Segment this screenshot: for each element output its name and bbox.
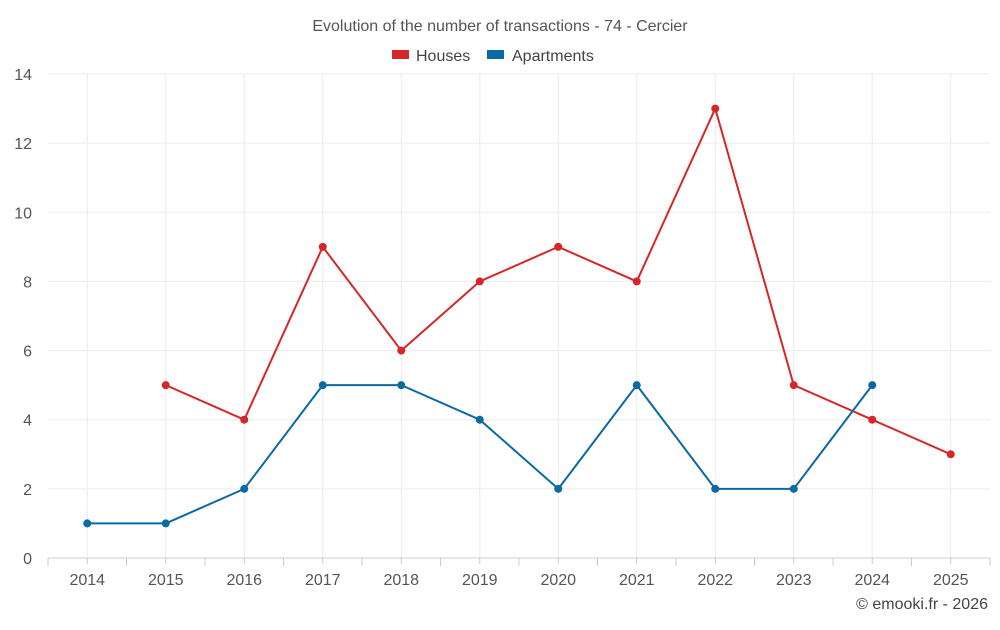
data-point-apartments[interactable] [475,415,484,424]
x-tick-label: 2015 [148,572,184,589]
x-tick-label: 2024 [854,572,890,589]
x-tick-label: 2019 [462,572,498,589]
y-tick-label: 10 [14,205,32,222]
legend-swatch-apartments [487,50,504,59]
series [83,104,955,528]
data-point-houses[interactable] [632,277,641,286]
series-apartments [83,381,877,528]
y-tick-label: 2 [23,482,32,499]
y-tick-label: 12 [14,136,32,153]
data-point-houses[interactable] [554,242,563,251]
credit-text: © emooki.fr - 2026 [856,596,988,613]
legend-swatch-houses [392,50,409,59]
y-tick-label: 8 [23,274,32,291]
x-tick-label: 2021 [619,572,655,589]
data-point-houses[interactable] [946,450,955,459]
y-tick-label: 14 [14,67,32,84]
x-tick-label: 2017 [305,572,341,589]
data-point-houses[interactable] [711,104,720,113]
y-tick-label: 6 [23,344,32,361]
legend-item-apartments[interactable]: Apartments [487,48,594,65]
data-point-houses[interactable] [397,346,406,355]
x-tick-label: 2016 [226,572,262,589]
data-point-apartments[interactable] [711,484,720,493]
data-point-apartments[interactable] [632,381,641,390]
data-point-houses[interactable] [161,381,170,390]
grid [48,73,990,558]
data-point-houses[interactable] [318,242,327,251]
axes: 0 2 4 6 8 10 12 14 2014 2015 2016 2017 2018 2019 2020 2… [14,67,991,589]
legend: Houses Apartments [392,48,594,65]
legend-item-houses[interactable]: Houses [392,48,470,65]
x-tick-label: 2023 [776,572,812,589]
data-point-houses[interactable] [240,415,249,424]
data-point-apartments[interactable] [397,381,406,390]
y-tick-label: 4 [23,413,32,430]
data-point-apartments[interactable] [554,484,563,493]
x-tick-label: 2018 [383,572,419,589]
series-houses [161,104,955,459]
data-point-apartments[interactable] [868,381,877,390]
x-tick-label: 2025 [933,572,969,589]
data-point-apartments[interactable] [318,381,327,390]
x-tick-label: 2022 [697,572,733,589]
data-point-houses[interactable] [789,381,798,390]
x-tick-label: 2020 [540,572,576,589]
legend-label-houses: Houses [416,48,470,65]
data-point-apartments[interactable] [240,484,249,493]
chart-title: Evolution of the number of transactions … [312,18,688,35]
x-tick-label: 2014 [69,572,105,589]
data-point-houses[interactable] [868,415,877,424]
data-point-apartments[interactable] [789,484,798,493]
data-point-houses[interactable] [475,277,484,286]
data-point-apartments[interactable] [161,519,170,528]
data-point-apartments[interactable] [83,519,92,528]
y-tick-label: 0 [23,551,32,568]
legend-label-apartments: Apartments [512,48,594,65]
